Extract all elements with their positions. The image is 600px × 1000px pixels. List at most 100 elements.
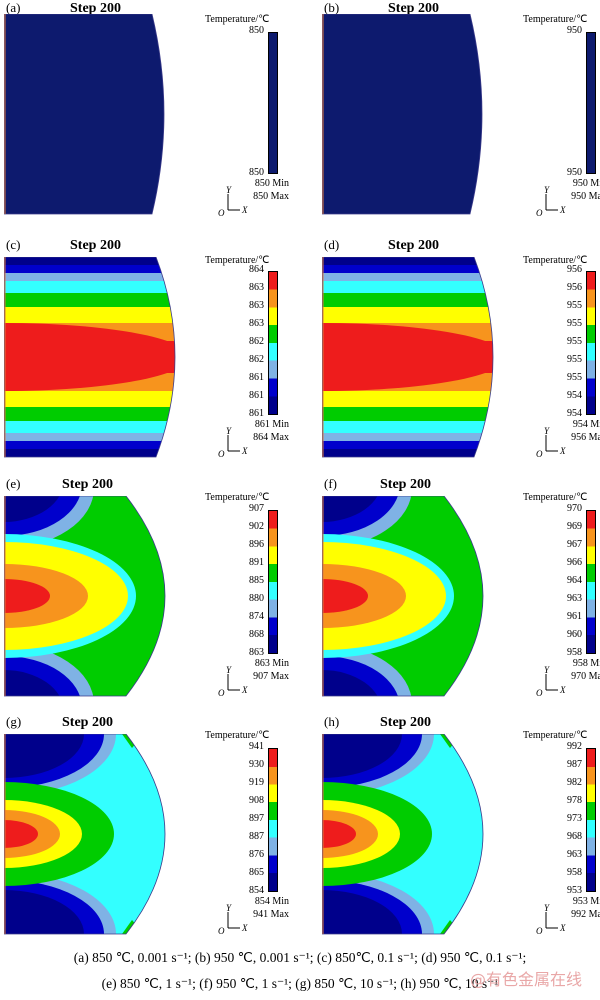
scale-tick-label: 961 <box>567 611 582 622</box>
color-scale-bar <box>586 748 596 892</box>
axis-triad-icon: Y O X <box>218 666 248 696</box>
min-label: 850 Min <box>254 178 289 189</box>
scale-tick-label: 955 <box>567 300 582 311</box>
scale-tick-label: 908 <box>249 795 264 806</box>
scale-tick-label: 865 <box>249 867 264 878</box>
axis-origin-label: O <box>536 449 543 457</box>
scale-tick-label: 955 <box>567 336 582 347</box>
temperature-title: Temperature/℃ <box>205 14 270 25</box>
scale-tick-label: 907 <box>249 503 264 514</box>
min-label: 863 Min <box>254 658 289 669</box>
scale-tick-label: 861 <box>249 372 264 383</box>
temperature-title: Temperature/℃ <box>205 492 270 503</box>
scale-tick-label: 885 <box>249 575 264 586</box>
scale-tick-label: 854 <box>249 885 264 896</box>
contour-field <box>4 14 164 214</box>
step-label: Step 200 <box>380 715 431 730</box>
scale-tick-label: 987 <box>567 759 582 770</box>
scale-tick-label: 968 <box>567 831 582 842</box>
temperature-title: Temperature/℃ <box>205 730 270 741</box>
axis-triad-icon: Y O X <box>536 186 566 216</box>
axis-origin-label: O <box>218 688 225 696</box>
scale-tick-label: 973 <box>567 813 582 824</box>
scale-tick-label: 958 <box>567 867 582 878</box>
axis-triad-icon: Y O X <box>536 427 566 457</box>
scale-tick-label: 863 <box>249 282 264 293</box>
scale-tick-label: 902 <box>249 521 264 532</box>
axis-origin-label: O <box>536 688 543 696</box>
color-scale-bar <box>586 32 596 174</box>
scale-tick-label: 954 <box>567 408 582 419</box>
color-scale-bar <box>268 748 278 892</box>
panel-label: (g) <box>6 714 22 729</box>
axis-y-label: Y <box>226 186 232 195</box>
axis-x-label: X <box>559 685 566 695</box>
max-label: 941 Max <box>253 909 289 920</box>
axis-y-label: Y <box>544 186 550 195</box>
panel-label: (d) <box>324 237 340 252</box>
scale-tick-label: 950 <box>567 25 582 36</box>
scale-tick-label: 970 <box>567 503 582 514</box>
contour-field <box>322 734 483 934</box>
scale-tick-label: 958 <box>567 647 582 658</box>
axis-triad-icon: Y O X <box>218 186 248 216</box>
scale-tick-label: 955 <box>567 318 582 329</box>
panel-a: (a) Step 200 Temperature/℃ 850 850 850 Min 850… <box>0 0 300 235</box>
panel-g: (g) Step 200 Temperature/℃ 941 930 919 908 897 8… <box>0 714 300 949</box>
scale-tick-label: 896 <box>249 539 264 550</box>
color-scale-bar <box>268 510 278 654</box>
axis-origin-label: O <box>218 208 225 216</box>
scale-tick-label: 978 <box>567 795 582 806</box>
scale-tick-label: 982 <box>567 777 582 788</box>
scale-tick-label: 864 <box>249 264 264 275</box>
scale-tick-label: 861 <box>249 408 264 419</box>
panel-label: (b) <box>324 0 340 15</box>
color-scale-bar <box>268 271 278 415</box>
panel-h: (h) Step 200 Temperature/℃ 992 987 982 978 973 9… <box>318 714 600 949</box>
scale-tick-label: 876 <box>249 849 264 860</box>
scale-tick-label: 919 <box>249 777 264 788</box>
color-scale-bar <box>268 32 278 174</box>
contour-field <box>4 496 165 696</box>
max-label: 864 Max <box>253 432 289 443</box>
panel-label: (e) <box>6 476 21 491</box>
temperature-contour <box>322 257 494 458</box>
temperature-contour <box>4 257 176 458</box>
axis-triad-icon: Y O X <box>218 427 248 457</box>
scale-tick-label: 963 <box>567 849 582 860</box>
axis-triad-icon: Y O X <box>536 666 566 696</box>
caption-line-1: (a) 850 ℃, 0.001 s⁻¹; (b) 950 ℃, 0.001 s… <box>73 950 527 965</box>
axis-y-label: Y <box>226 427 232 436</box>
temperature-title: Temperature/℃ <box>205 255 270 266</box>
min-label: 953 Min <box>572 896 600 907</box>
temperature-title: Temperature/℃ <box>523 255 588 266</box>
scale-tick-label: 880 <box>249 593 264 604</box>
panel-label: (h) <box>324 714 340 729</box>
step-label: Step 200 <box>70 1 121 16</box>
scale-tick-label: 941 <box>249 741 264 752</box>
axis-y-label: Y <box>226 904 232 913</box>
scale-tick-label: 963 <box>567 593 582 604</box>
axis-y-label: Y <box>226 666 232 675</box>
watermark: @有色金属在线 <box>469 970 582 989</box>
caption-line-2: (e) 850 ℃, 1 s⁻¹; (f) 950 ℃, 1 s⁻¹; (g) … <box>101 976 499 991</box>
scale-tick-label: 891 <box>249 557 264 568</box>
contour-field <box>4 257 175 457</box>
scale-tick-label: 863 <box>249 318 264 329</box>
axis-x-label: X <box>559 923 566 933</box>
color-scale-bar <box>586 510 596 654</box>
axis-x-label: X <box>559 205 566 215</box>
contour-field <box>322 14 482 214</box>
max-label: 970 Max <box>571 671 600 682</box>
scale-tick-label: 960 <box>567 629 582 640</box>
scale-tick-label: 969 <box>567 521 582 532</box>
axis-origin-label: O <box>218 926 225 934</box>
scale-tick-label: 863 <box>249 300 264 311</box>
scale-tick-label: 874 <box>249 611 264 622</box>
scale-tick-label: 887 <box>249 831 264 842</box>
min-label: 950 Min <box>572 178 600 189</box>
panel-label: (f) <box>324 476 337 491</box>
scale-tick-label: 930 <box>249 759 264 770</box>
temperature-contour <box>4 496 166 697</box>
